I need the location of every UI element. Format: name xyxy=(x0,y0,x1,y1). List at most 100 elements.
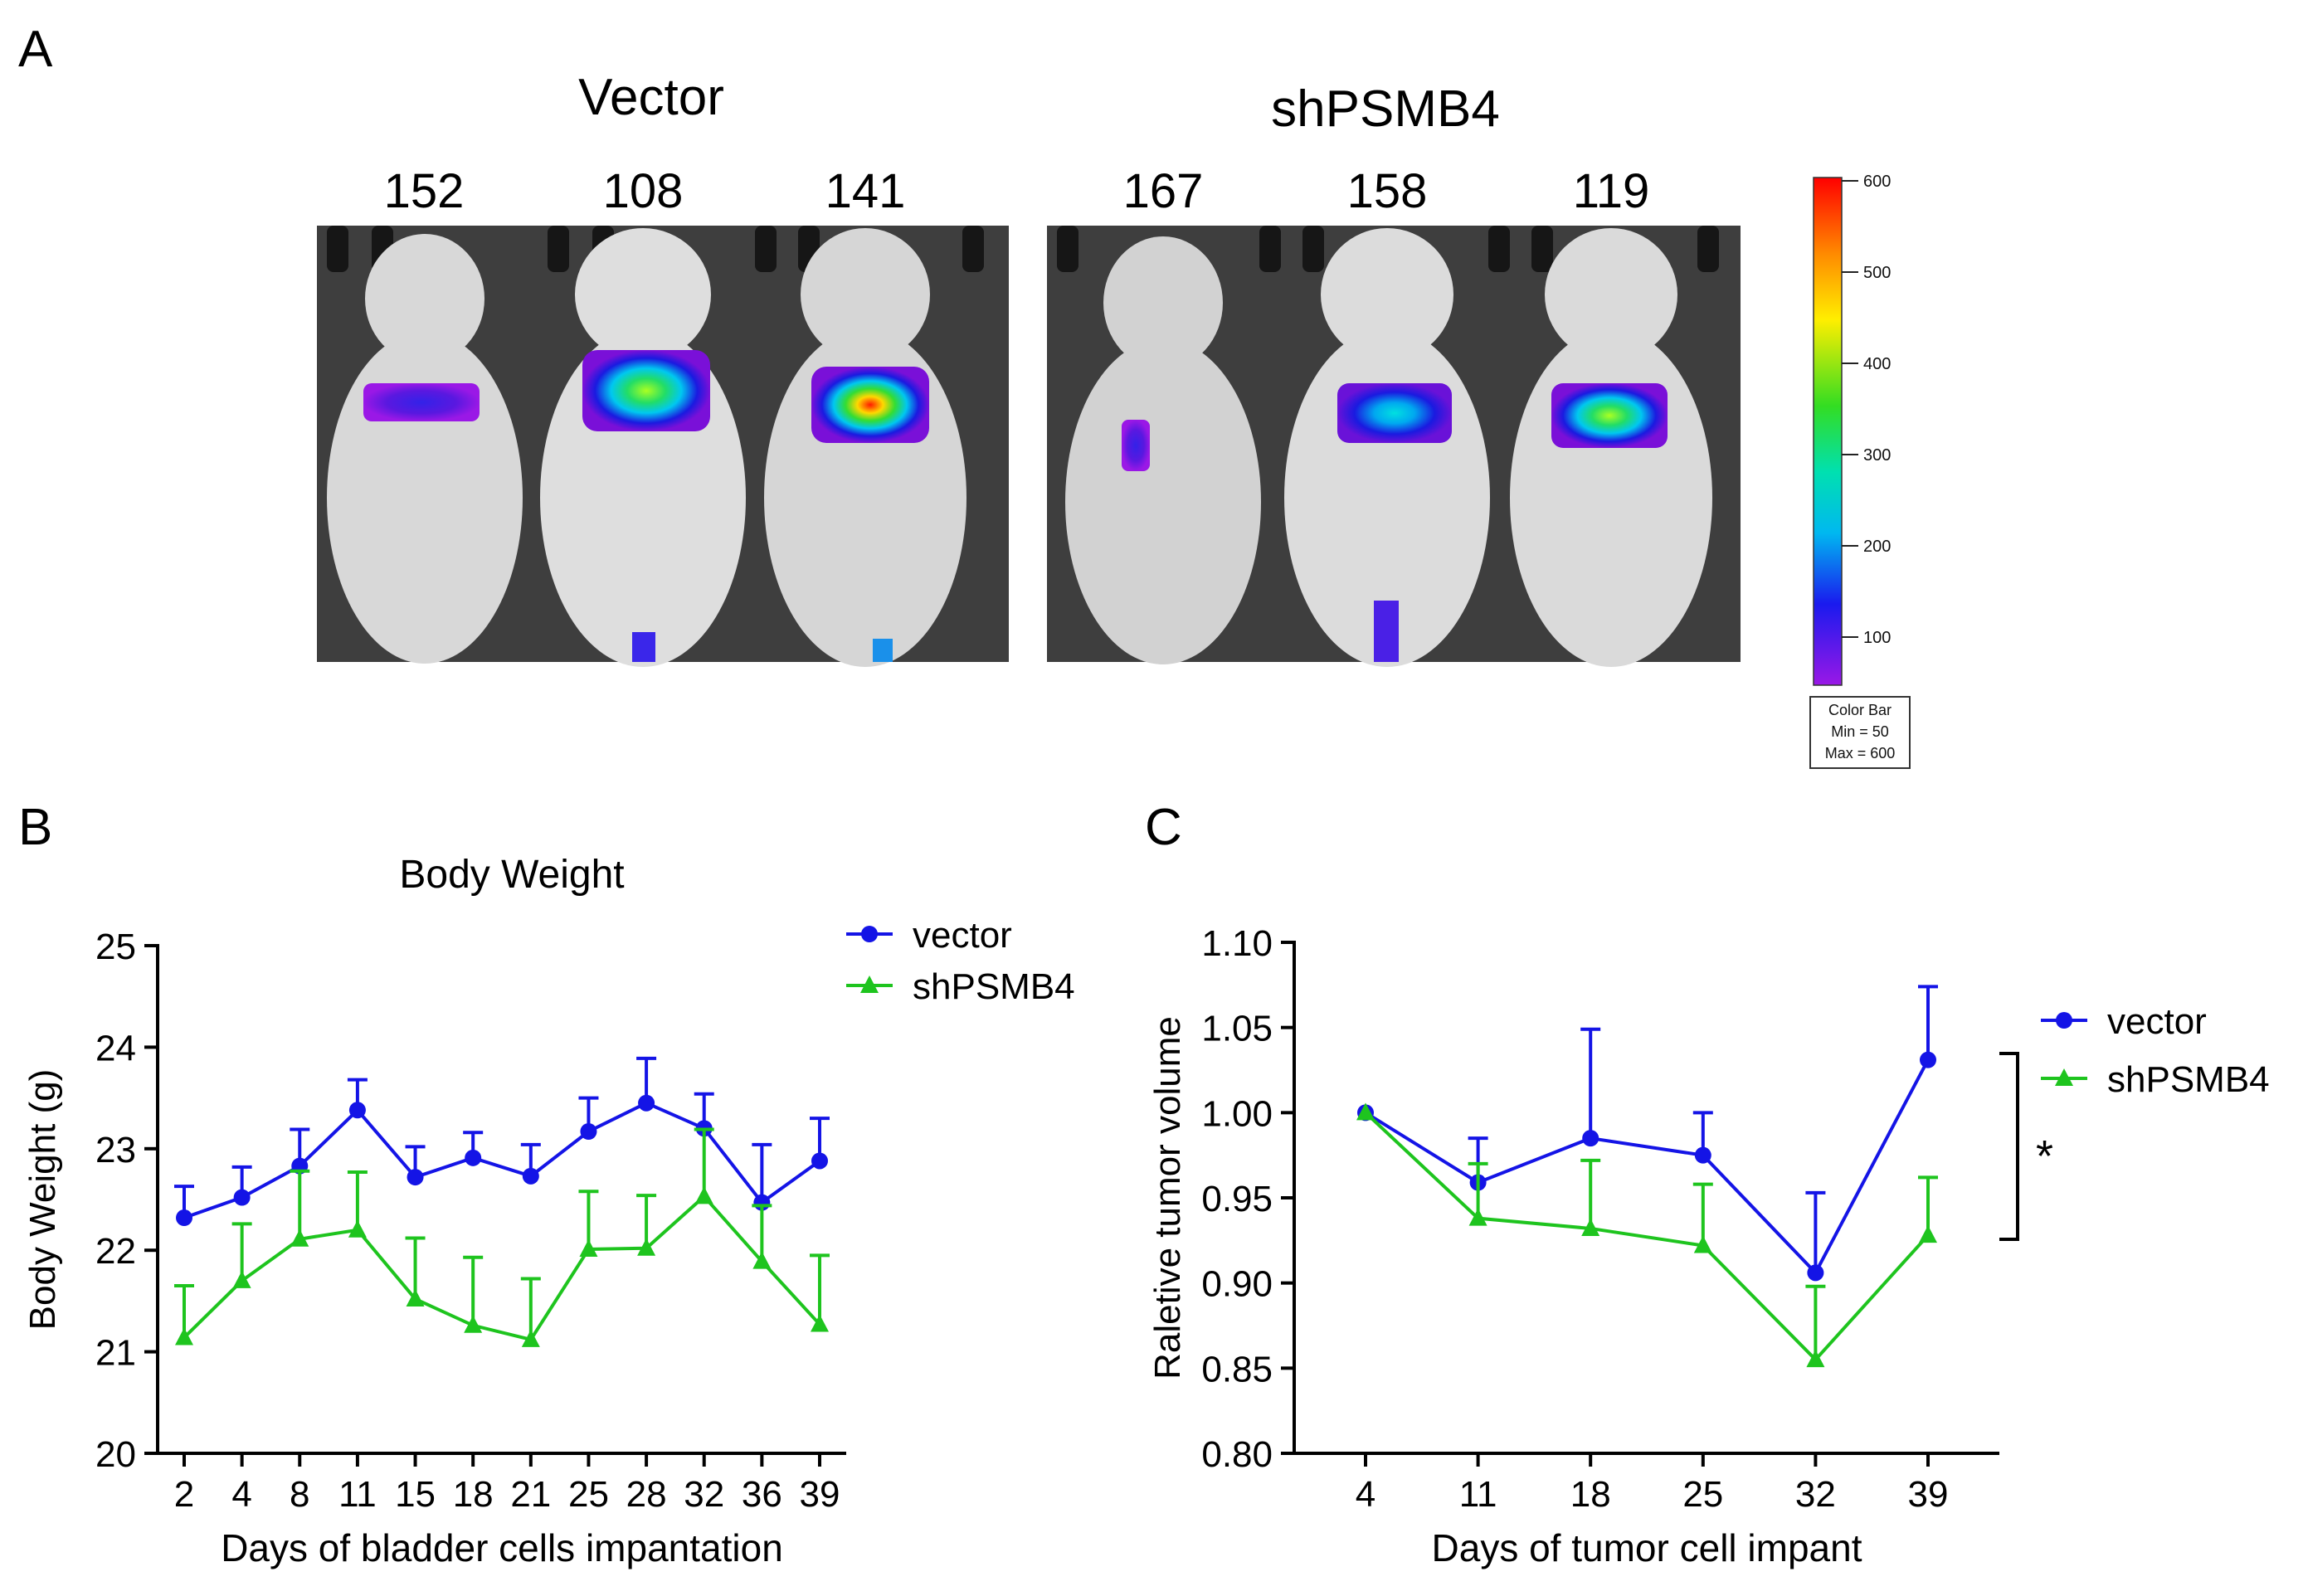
luminescence-signal xyxy=(1122,420,1150,471)
legend-label: vector xyxy=(2107,1001,2207,1042)
data-point xyxy=(521,1329,540,1347)
series-line xyxy=(1364,1111,1930,1362)
data-point xyxy=(811,1152,828,1170)
color-bar: 600 500 400 300 200 100 Color Bar Min = … xyxy=(1809,173,1911,769)
data-point xyxy=(811,1314,829,1332)
data-point xyxy=(464,1315,483,1333)
mouse-id-label: 119 xyxy=(1573,164,1649,218)
imaging-photo-shpsmb4 xyxy=(1047,226,1741,667)
series-vector xyxy=(174,1056,830,1227)
series-shpsmb4 xyxy=(174,1127,830,1347)
y-axis-label: Body Weight (g) xyxy=(22,1069,63,1331)
chart-c: 0.80 0.85 0.90 0.95 1.00 1.05 1.10 4 11 18 25 32 39 D… xyxy=(1147,923,2270,1569)
x-tick-label: 15 xyxy=(395,1474,436,1515)
x-tick-label: 21 xyxy=(510,1474,551,1515)
x-tick-label: 28 xyxy=(626,1474,667,1515)
data-point xyxy=(694,1186,713,1204)
data-point xyxy=(232,1270,251,1288)
data-point xyxy=(175,1327,193,1345)
mouse-id-label: 152 xyxy=(384,164,465,218)
data-point xyxy=(1356,1102,1375,1121)
data-point xyxy=(1807,1264,1824,1282)
x-tick-label: 8 xyxy=(290,1474,309,1515)
y-tick-label: 21 xyxy=(95,1333,136,1374)
data-point xyxy=(465,1149,482,1166)
legend-label: shPSMB4 xyxy=(913,966,1075,1007)
y-tick-label: 0.80 xyxy=(1201,1434,1273,1475)
data-point xyxy=(290,1229,309,1247)
series-line xyxy=(1364,1058,1930,1276)
series-vector xyxy=(1357,985,1938,1282)
x-tick-label: 18 xyxy=(453,1474,494,1515)
x-tick-label: 39 xyxy=(1908,1474,1949,1515)
mouse-id-label: 108 xyxy=(603,164,684,218)
color-bar-tick-label: 100 xyxy=(1863,629,1891,647)
data-point xyxy=(522,1167,539,1185)
legend-label: shPSMB4 xyxy=(2107,1059,2270,1100)
y-axis-label: Raletive tumor volume xyxy=(1147,1016,1188,1379)
data-point xyxy=(233,1189,251,1206)
data-point xyxy=(1919,1225,1937,1243)
data-point xyxy=(1693,1235,1712,1253)
data-point xyxy=(1468,1208,1487,1226)
chart-title: Body Weight xyxy=(399,853,624,897)
data-point xyxy=(176,1209,192,1227)
data-point xyxy=(2056,1012,2072,1029)
y-tick-label: 1.00 xyxy=(1201,1093,1273,1134)
y-tick-label: 1.05 xyxy=(1201,1009,1273,1049)
group-title-vector: Vector xyxy=(578,69,724,126)
x-tick-label: 11 xyxy=(338,1474,377,1515)
y-tick-label: 25 xyxy=(95,927,136,967)
data-point xyxy=(579,1238,598,1257)
luminescence-signal xyxy=(582,350,710,431)
color-bar-tick-label: 600 xyxy=(1863,173,1891,191)
legend: vector shPSMB4 xyxy=(846,915,1075,1007)
color-bar-tick-label: 500 xyxy=(1863,264,1891,282)
x-tick-label: 2 xyxy=(174,1474,194,1515)
x-axis-label: Days of tumor cell impant xyxy=(1432,1526,1862,1569)
luminescence-signal xyxy=(363,383,480,421)
y-tick-label: 0.85 xyxy=(1201,1349,1273,1389)
panel-letter-c: C xyxy=(1145,799,1182,856)
luminescence-signal xyxy=(1374,601,1399,662)
legend: vector shPSMB4 xyxy=(2041,1001,2270,1100)
color-bar-tick-label: 300 xyxy=(1863,446,1891,465)
data-point xyxy=(348,1102,366,1119)
data-point xyxy=(348,1219,367,1238)
x-tick-label: 32 xyxy=(1795,1474,1836,1515)
x-tick-label: 4 xyxy=(1356,1474,1375,1515)
y-tick-label: 0.95 xyxy=(1201,1179,1273,1219)
imaging-photo-vector xyxy=(317,226,1009,667)
luminescence-signal xyxy=(1337,383,1452,443)
panel-letter-a: A xyxy=(18,21,53,78)
x-tick-label: 25 xyxy=(1682,1474,1723,1515)
color-bar-caption-box xyxy=(1809,696,1911,769)
data-point xyxy=(637,1238,656,1256)
x-tick-label: 32 xyxy=(684,1474,724,1515)
series-shpsmb4 xyxy=(1356,1102,1938,1368)
panel-letter-b: B xyxy=(18,799,52,856)
legend-label: vector xyxy=(913,915,1012,956)
y-tick-label: 1.10 xyxy=(1201,923,1273,964)
data-point xyxy=(860,976,879,993)
data-point xyxy=(1582,1130,1599,1147)
mouse-id-label: 141 xyxy=(825,164,906,218)
series-line xyxy=(183,1101,821,1219)
y-tick-label: 24 xyxy=(95,1028,136,1068)
data-point xyxy=(1581,1218,1600,1236)
data-point xyxy=(1806,1350,1825,1368)
y-tick-label: 22 xyxy=(95,1231,136,1272)
y-tick-label: 20 xyxy=(95,1434,136,1475)
mouse-silhouette xyxy=(1065,236,1261,664)
x-tick-label: 39 xyxy=(800,1474,840,1515)
data-point xyxy=(861,926,878,942)
y-tick-label: 0.90 xyxy=(1201,1264,1273,1305)
data-point xyxy=(580,1122,597,1140)
x-tick-label: 11 xyxy=(1459,1474,1497,1515)
color-bar-tick-label: 400 xyxy=(1863,355,1891,373)
data-point xyxy=(1920,1051,1936,1068)
data-point xyxy=(752,1251,772,1269)
